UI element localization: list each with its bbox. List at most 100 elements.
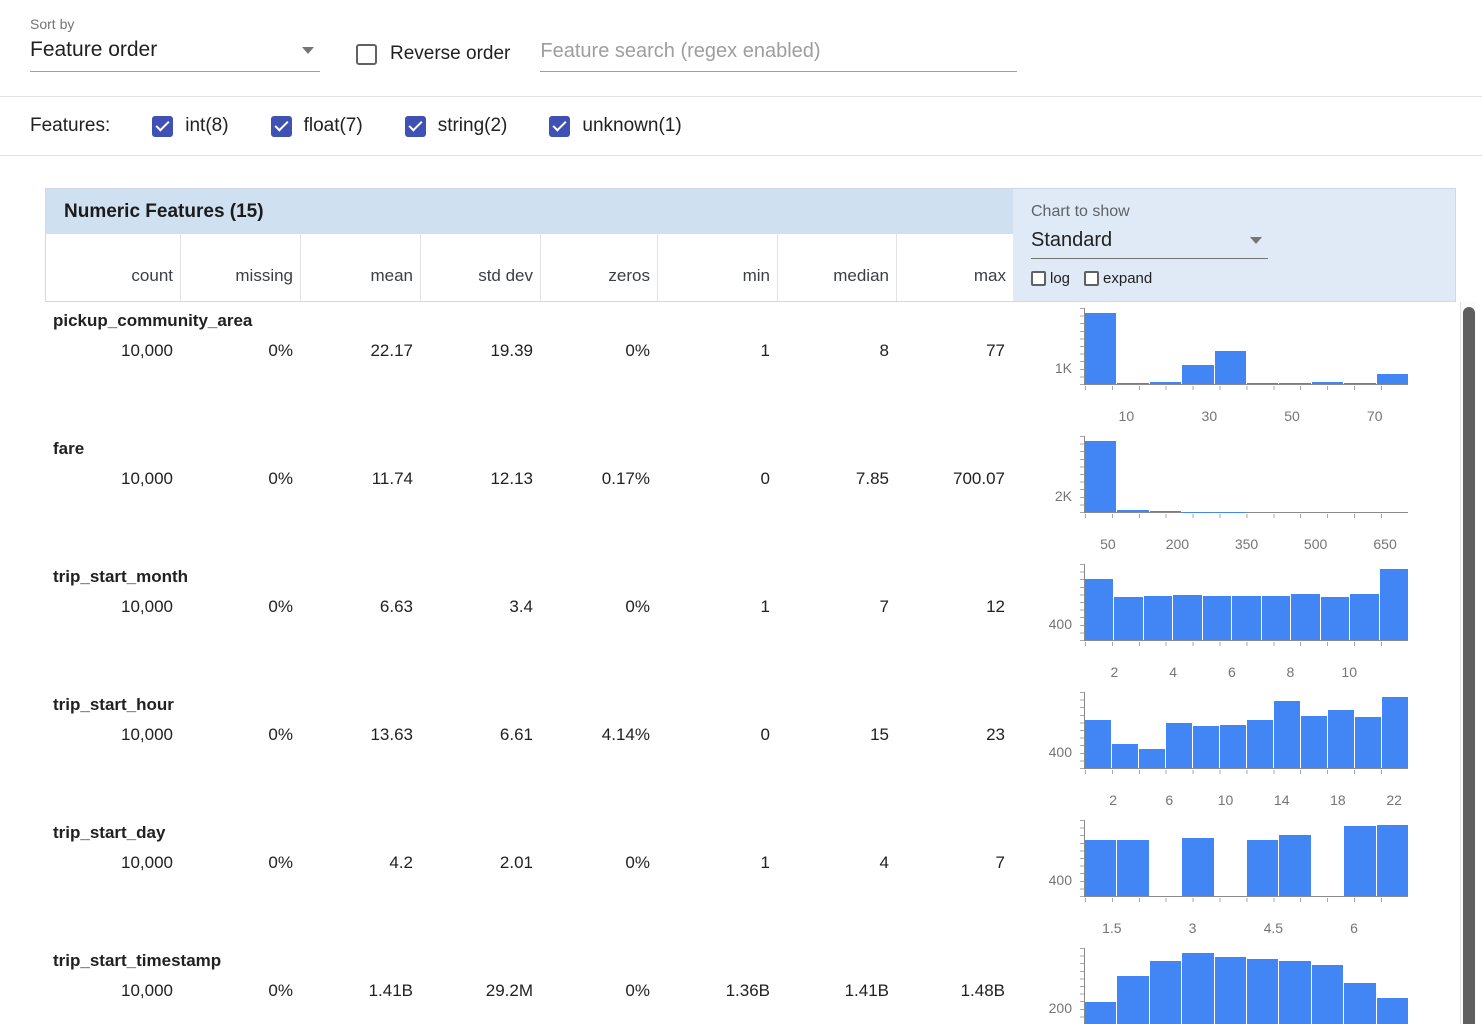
histogram-bar bbox=[1247, 840, 1279, 896]
numeric-features-table: Numeric Features (15) count missing mean st… bbox=[45, 188, 1456, 1024]
histogram-bar bbox=[1214, 957, 1247, 1024]
x-tick-label: 10 bbox=[1341, 664, 1357, 680]
reverse-order-checkbox[interactable] bbox=[356, 43, 377, 65]
feature-histogram[interactable]: 400 2 6 10 14 18 22 bbox=[1012, 686, 1456, 814]
expand-checkbox[interactable] bbox=[1084, 271, 1100, 286]
x-tick-label: 2 bbox=[1109, 792, 1117, 808]
filter-checkbox-int[interactable] bbox=[152, 115, 174, 137]
histogram-plot bbox=[1080, 948, 1409, 1024]
x-tick-label: 30 bbox=[1201, 408, 1218, 424]
stat-max: 12 bbox=[986, 597, 1005, 616]
filter-label: int(8) bbox=[185, 115, 229, 136]
histogram-bar bbox=[1193, 726, 1219, 768]
x-tick-label: 350 bbox=[1234, 536, 1259, 552]
features-label: Features: bbox=[30, 115, 111, 136]
stat-missing: 0% bbox=[268, 725, 293, 744]
scrollbar-thumb[interactable] bbox=[1463, 307, 1475, 1024]
stat-mean: 22.17 bbox=[370, 341, 413, 360]
feature-values: 10,000 0% 13.63 6.61 4.14% 0 15 23 bbox=[45, 725, 1012, 745]
feature-filter-string: string(2) bbox=[404, 115, 507, 137]
feature-name: pickup_community_area bbox=[53, 311, 253, 330]
feature-rows: pickup_community_area 10,000 0% 22.17 19.39 0… bbox=[45, 302, 1456, 1024]
sort-order-dropdown[interactable]: Feature order bbox=[30, 38, 320, 72]
stat-max: 7 bbox=[995, 853, 1005, 872]
feature-stats: fare 10,000 0% 11.74 12.13 0.17% 0 7.85 700.07 bbox=[45, 430, 1012, 558]
feature-histogram[interactable]: 400 1.5 3 4.5 6 bbox=[1012, 814, 1456, 942]
x-tick-label: 14 bbox=[1273, 792, 1290, 808]
x-tick-label: 6 bbox=[1350, 920, 1358, 936]
stat-median: 7.85 bbox=[855, 469, 889, 488]
chevron-down-icon bbox=[1250, 237, 1262, 244]
histogram-bar bbox=[1085, 719, 1111, 768]
feature-histogram[interactable]: 400 2 4 6 8 10 bbox=[1012, 558, 1456, 686]
histogram-bar bbox=[1232, 596, 1261, 640]
filter-checkbox-float[interactable] bbox=[270, 115, 292, 137]
histogram-bar bbox=[1261, 595, 1291, 640]
stat-missing: 0% bbox=[268, 341, 293, 360]
x-tick-label: 22 bbox=[1386, 792, 1402, 808]
feature-stats: trip_start_hour 10,000 0% 13.63 6.61 4.14% 0 15… bbox=[45, 686, 1012, 814]
histogram-plot bbox=[1080, 436, 1408, 518]
feature-stats: trip_start_day 10,000 0% 4.2 2.01 0% 1 4 7 bbox=[45, 814, 1012, 942]
stat-max: 1.48B bbox=[960, 981, 1005, 1000]
feature-values: 10,000 0% 1.41B 29.2M 0% 1.36B 1.41B 1.48B bbox=[45, 981, 1012, 1001]
histogram-bar bbox=[1182, 365, 1214, 384]
column-header-std-dev: std dev bbox=[421, 234, 541, 301]
y-axis-label: 400 bbox=[1048, 744, 1072, 760]
x-tick-label: 650 bbox=[1373, 536, 1397, 552]
feature-values: 10,000 0% 4.2 2.01 0% 1 4 7 bbox=[45, 853, 1012, 873]
histogram-bar bbox=[1350, 594, 1379, 640]
log-label: log bbox=[1050, 270, 1071, 287]
vertical-scrollbar[interactable] bbox=[1460, 302, 1476, 1024]
stat-count: 10,000 bbox=[121, 981, 173, 1000]
x-tick-label: 3 bbox=[1188, 920, 1197, 936]
histogram-bar bbox=[1344, 382, 1376, 384]
log-checkbox[interactable] bbox=[1031, 271, 1046, 286]
chart-type-value: Standard bbox=[1031, 229, 1113, 251]
column-header-max: max bbox=[973, 266, 1006, 285]
feature-search-input[interactable] bbox=[540, 36, 1018, 72]
feature-histogram[interactable]: 1K 10 30 50 70 bbox=[1012, 302, 1456, 430]
feature-histogram[interactable]: 200 bbox=[1012, 942, 1456, 1024]
filter-checkbox-string[interactable] bbox=[404, 115, 426, 137]
histogram-bar bbox=[1149, 382, 1182, 384]
y-axis-label: 400 bbox=[1048, 616, 1072, 632]
chart-options: log expand bbox=[1031, 270, 1455, 287]
x-tick-label: 500 bbox=[1303, 536, 1328, 552]
feature-stats: trip_start_month 10,000 0% 6.63 3.4 0% 1 7 12 bbox=[45, 558, 1012, 686]
histogram-bar bbox=[1279, 383, 1311, 384]
stat-zeros: 0.17% bbox=[601, 469, 650, 488]
feature-name: trip_start_month bbox=[53, 567, 189, 586]
feature-histogram[interactable]: 2K 50 200 350 500 650 bbox=[1012, 430, 1456, 558]
histogram-bar bbox=[1112, 744, 1138, 768]
chevron-down-icon bbox=[302, 46, 314, 54]
feature-values: 10,000 0% 6.63 3.4 0% 1 7 12 bbox=[45, 597, 1012, 617]
y-axis-label: 2K bbox=[1054, 488, 1072, 504]
histogram-bar bbox=[1274, 701, 1300, 768]
stat-min: 1 bbox=[760, 597, 770, 616]
feature-row: fare 10,000 0% 11.74 12.13 0.17% 0 7.85 700.07 2K… bbox=[45, 430, 1456, 558]
feature-name: trip_start_hour bbox=[53, 695, 174, 714]
reverse-order-control: Reverse order bbox=[356, 43, 510, 65]
y-axis-ticks bbox=[1080, 948, 1084, 1024]
filter-checkbox-unknown[interactable] bbox=[549, 115, 571, 137]
stat-std-dev: 6.61 bbox=[499, 725, 533, 744]
table-header: Numeric Features (15) count missing mean st… bbox=[45, 188, 1456, 302]
stat-std-dev: 2.01 bbox=[499, 853, 533, 872]
histogram-bar bbox=[1085, 578, 1114, 640]
y-axis-ticks bbox=[1080, 308, 1084, 385]
stat-min: 1 bbox=[760, 341, 770, 360]
histogram-bar bbox=[1114, 596, 1143, 640]
histogram-bar bbox=[1202, 596, 1232, 640]
histogram-bar bbox=[1291, 594, 1320, 640]
reverse-order-label: Reverse order bbox=[390, 43, 511, 64]
stat-mean: 13.63 bbox=[370, 725, 413, 744]
histogram-bar bbox=[1301, 715, 1327, 768]
table-title: Numeric Features (15) bbox=[64, 200, 264, 222]
stat-count: 10,000 bbox=[121, 853, 173, 872]
x-axis-labels: 1.5 3 4.5 6 bbox=[1085, 920, 1408, 938]
chart-type-dropdown[interactable]: Standard bbox=[1031, 221, 1268, 259]
histogram-bar bbox=[1344, 983, 1376, 1024]
histogram-bar bbox=[1117, 382, 1149, 384]
stat-median: 8 bbox=[879, 341, 889, 360]
